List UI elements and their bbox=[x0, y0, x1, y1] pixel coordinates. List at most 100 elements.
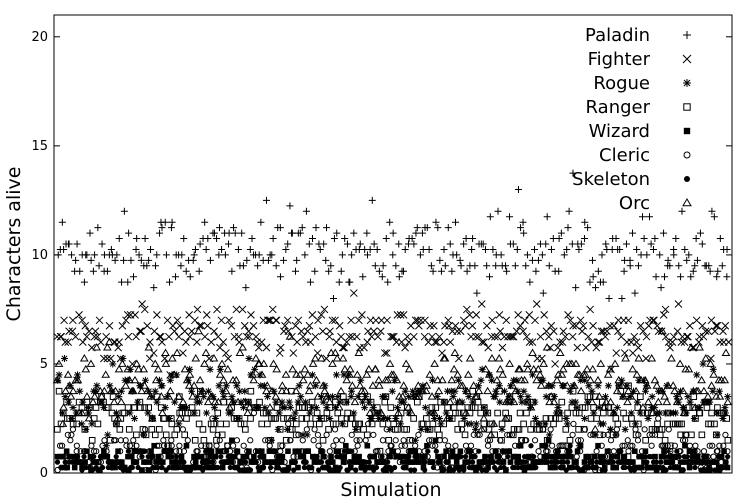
data-point bbox=[700, 448, 708, 455]
data-point bbox=[413, 381, 423, 389]
data-point bbox=[157, 392, 166, 400]
data-point bbox=[610, 448, 617, 455]
data-point bbox=[408, 235, 416, 243]
data-point bbox=[245, 355, 253, 362]
data-point bbox=[216, 365, 224, 373]
data-point bbox=[291, 386, 301, 395]
data-point bbox=[369, 327, 378, 336]
data-point bbox=[297, 454, 303, 460]
data-point bbox=[451, 387, 459, 395]
data-point bbox=[688, 431, 695, 439]
data-point bbox=[356, 454, 362, 460]
data-point bbox=[347, 464, 354, 471]
data-point bbox=[724, 338, 733, 346]
data-point bbox=[709, 459, 715, 465]
data-point bbox=[309, 464, 315, 471]
data-point bbox=[443, 387, 451, 395]
data-point bbox=[446, 240, 454, 248]
data-point bbox=[330, 442, 337, 449]
data-point bbox=[157, 404, 165, 411]
data-point bbox=[475, 382, 483, 390]
data-point bbox=[179, 426, 187, 433]
data-point bbox=[660, 392, 669, 400]
series-skeleton bbox=[54, 443, 731, 473]
data-point bbox=[143, 386, 152, 395]
data-point bbox=[332, 398, 339, 406]
data-point bbox=[106, 382, 114, 390]
data-point bbox=[64, 338, 72, 346]
data-point bbox=[219, 375, 228, 384]
data-point bbox=[526, 464, 532, 471]
data-point bbox=[691, 262, 699, 270]
data-point bbox=[634, 437, 642, 444]
data-point bbox=[468, 453, 475, 460]
data-point bbox=[418, 229, 426, 237]
data-point bbox=[367, 332, 376, 341]
legend-item-wizard: Wizard bbox=[589, 121, 691, 142]
data-point bbox=[274, 425, 282, 433]
data-point bbox=[566, 448, 573, 455]
data-point bbox=[113, 409, 121, 417]
data-point bbox=[577, 240, 585, 248]
data-point bbox=[587, 415, 595, 422]
data-point bbox=[685, 404, 693, 411]
data-point bbox=[275, 454, 281, 460]
data-point bbox=[97, 454, 104, 460]
data-point bbox=[721, 404, 729, 412]
data-point bbox=[525, 338, 534, 346]
data-point bbox=[316, 245, 324, 253]
data-point bbox=[303, 426, 310, 433]
data-point bbox=[577, 437, 584, 444]
data-point bbox=[542, 393, 550, 401]
data-point bbox=[696, 404, 704, 412]
data-point bbox=[338, 354, 348, 362]
data-point bbox=[674, 398, 682, 406]
data-point bbox=[82, 459, 88, 465]
data-point bbox=[683, 332, 691, 341]
data-point bbox=[570, 420, 577, 428]
data-point bbox=[114, 459, 121, 465]
data-point bbox=[241, 397, 250, 406]
data-point bbox=[363, 431, 371, 439]
data-point bbox=[120, 256, 128, 264]
data-point bbox=[136, 448, 142, 454]
data-point bbox=[158, 224, 166, 232]
data-point bbox=[303, 415, 310, 422]
data-point bbox=[567, 359, 577, 367]
data-point bbox=[172, 448, 180, 455]
data-point bbox=[301, 464, 307, 471]
data-point bbox=[148, 426, 156, 433]
data-point bbox=[280, 415, 287, 422]
data-point bbox=[562, 426, 570, 433]
data-point bbox=[227, 321, 236, 330]
data-point bbox=[288, 229, 296, 237]
data-point bbox=[458, 381, 467, 389]
data-point bbox=[95, 458, 102, 466]
data-point bbox=[208, 392, 217, 400]
data-point bbox=[576, 316, 585, 325]
data-point bbox=[242, 426, 249, 433]
data-point bbox=[484, 442, 492, 449]
data-point bbox=[147, 245, 155, 253]
data-point bbox=[494, 354, 504, 362]
data-point bbox=[390, 332, 398, 341]
data-point bbox=[394, 448, 402, 455]
data-point bbox=[209, 415, 216, 422]
data-point bbox=[178, 251, 186, 259]
data-point bbox=[601, 332, 610, 341]
data-point bbox=[191, 354, 201, 362]
data-point bbox=[619, 459, 625, 465]
data-point bbox=[168, 420, 176, 428]
data-point bbox=[426, 321, 435, 330]
data-point bbox=[444, 404, 451, 411]
data-point bbox=[387, 404, 395, 411]
data-point bbox=[272, 316, 281, 325]
data-point bbox=[666, 262, 674, 270]
data-point bbox=[313, 409, 321, 417]
data-point bbox=[484, 409, 492, 417]
data-point bbox=[144, 459, 150, 465]
data-point bbox=[238, 343, 248, 351]
data-point bbox=[355, 316, 363, 325]
data-point bbox=[564, 311, 572, 319]
data-point bbox=[54, 251, 62, 259]
